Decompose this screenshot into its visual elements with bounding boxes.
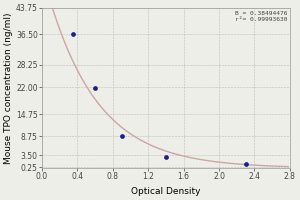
Point	[70, 33, 75, 36]
Point	[119, 134, 124, 138]
Point	[243, 162, 248, 165]
X-axis label: Optical Density: Optical Density	[131, 187, 201, 196]
Point	[164, 155, 168, 158]
Y-axis label: Mouse TPO concentration (ng/ml): Mouse TPO concentration (ng/ml)	[4, 12, 13, 164]
Point	[93, 87, 98, 90]
Text: B = 0.38494476
r²= 0.99993630: B = 0.38494476 r²= 0.99993630	[235, 11, 287, 22]
